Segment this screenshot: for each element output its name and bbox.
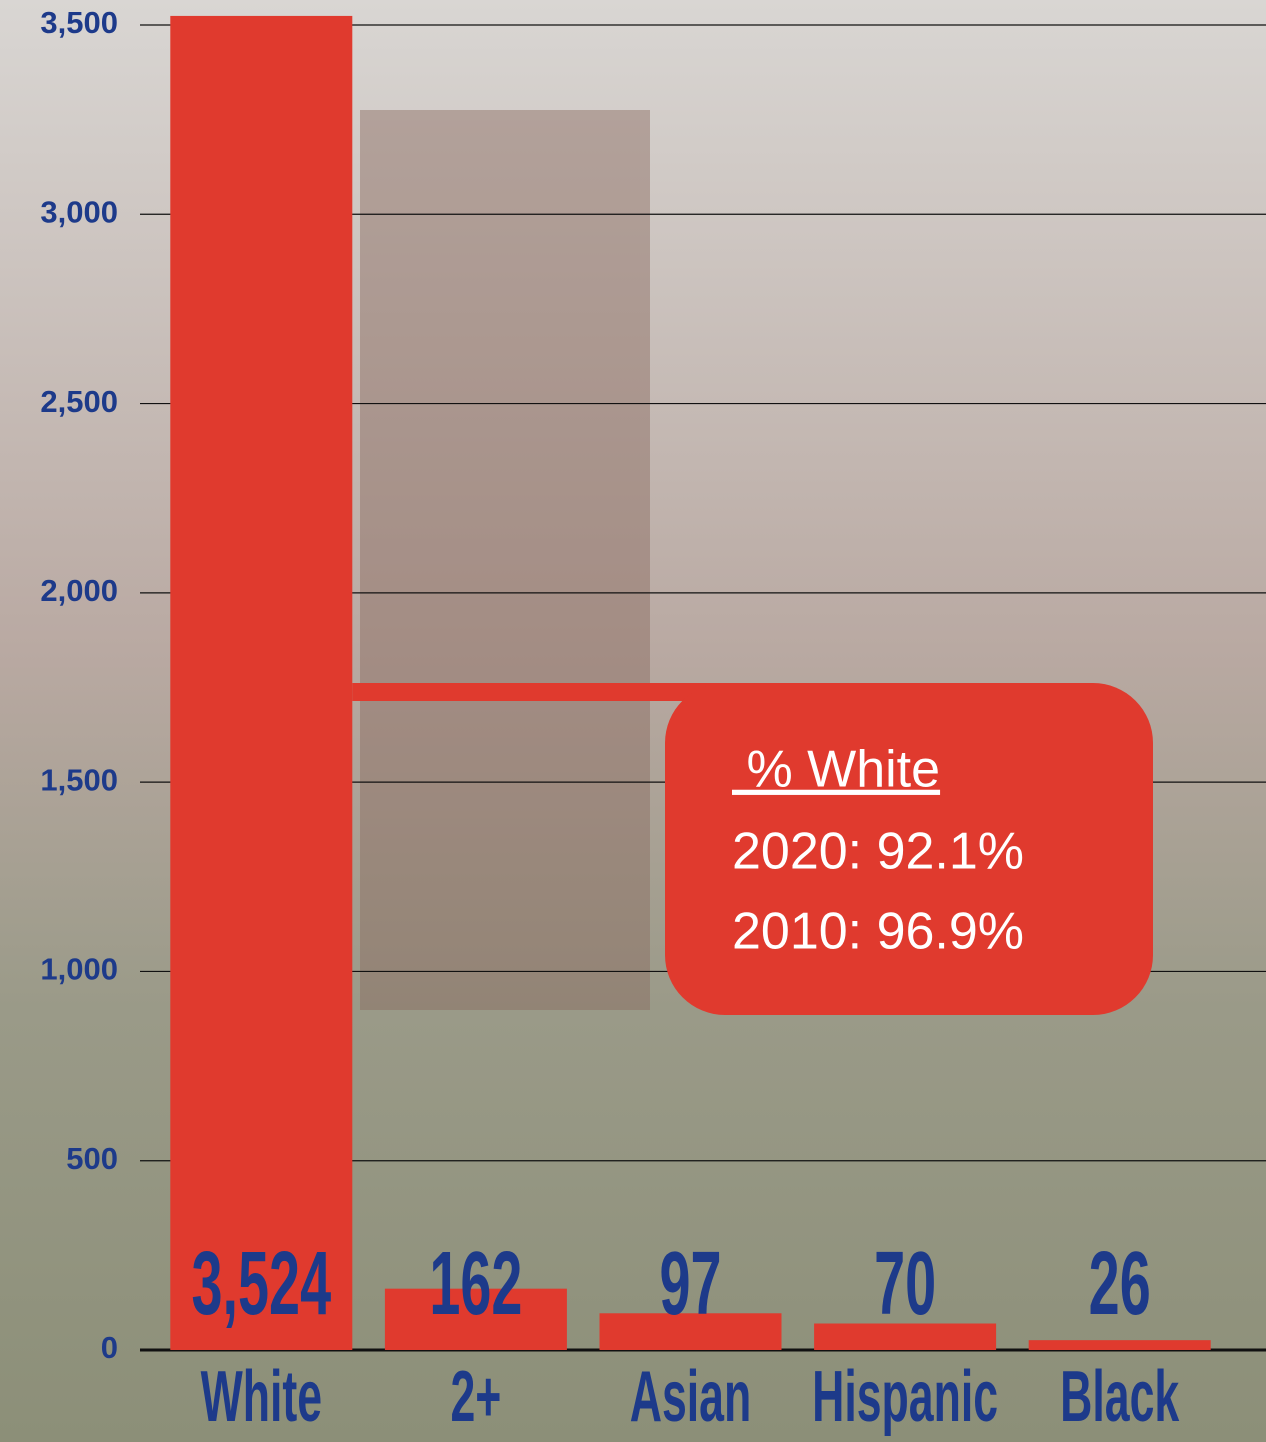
x-tick-label-group: Asian — [630, 1356, 752, 1437]
bar — [1028, 1340, 1211, 1350]
x-tick-label: Black — [1060, 1356, 1180, 1437]
bar — [814, 1323, 997, 1350]
value-label: 3,524 — [191, 1232, 331, 1333]
y-tick-label: 1,000 — [40, 952, 118, 987]
y-tick-label: 0 — [101, 1330, 118, 1365]
x-tick-label: Asian — [630, 1356, 752, 1437]
y-tick-label: 500 — [66, 1141, 118, 1176]
bar — [384, 1288, 567, 1350]
value-label-group: 162 — [429, 1232, 522, 1333]
x-tick-label: 2+ — [450, 1356, 501, 1437]
x-tick-label: Hispanic — [812, 1356, 998, 1437]
value-label: 97 — [659, 1232, 721, 1333]
x-tick-label-group: Black — [1060, 1356, 1180, 1437]
annotation-line: 2010: 96.9% — [732, 903, 1024, 961]
y-tick-label: 3,500 — [40, 5, 118, 40]
y-tick-label: 1,500 — [40, 762, 118, 797]
value-label-group: 97 — [659, 1232, 721, 1333]
bar — [170, 15, 353, 1350]
annotation-box — [665, 683, 1153, 1015]
annotation-title: % White — [732, 741, 940, 799]
annotation-line: 2020: 92.1% — [732, 823, 1024, 881]
background-house — [360, 110, 650, 1010]
value-label-group: 26 — [1089, 1232, 1151, 1333]
x-tick-label-group: 2+ — [450, 1356, 501, 1437]
value-label: 70 — [874, 1232, 936, 1333]
x-tick-label: White — [201, 1356, 322, 1437]
value-label: 26 — [1089, 1232, 1151, 1333]
value-label: 162 — [429, 1232, 522, 1333]
x-tick-label-group: Hispanic — [812, 1356, 998, 1437]
y-tick-label: 3,000 — [40, 194, 118, 229]
y-tick-label: 2,000 — [40, 573, 118, 608]
y-tick-label: 2,500 — [40, 384, 118, 419]
value-label-group: 3,524 — [191, 1232, 331, 1333]
value-label-group: 70 — [874, 1232, 936, 1333]
bar — [599, 1313, 782, 1350]
x-tick-label-group: White — [201, 1356, 322, 1437]
